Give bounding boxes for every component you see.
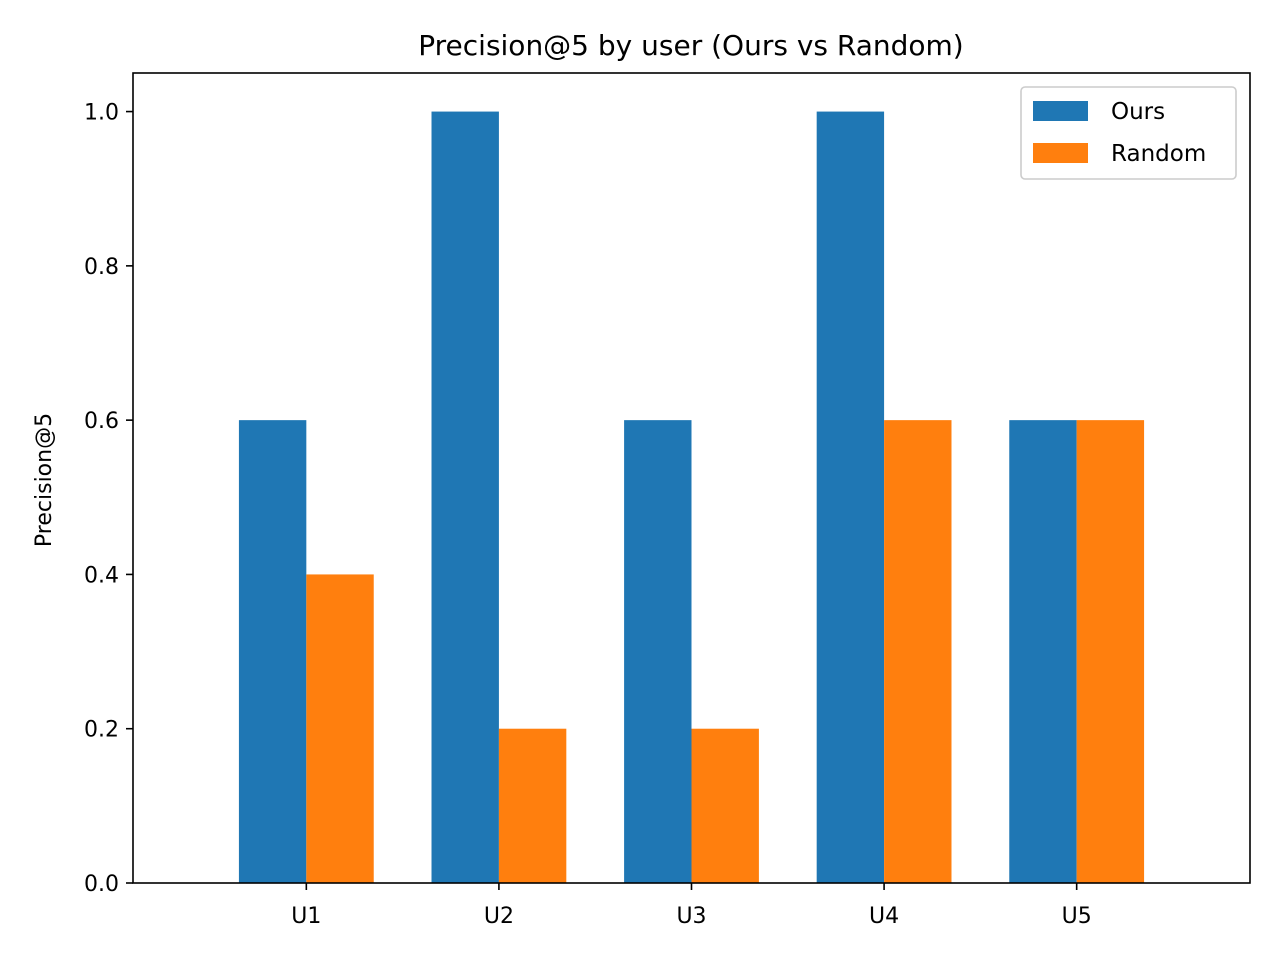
x-tick-label: U3	[676, 904, 706, 929]
bar-ours-u5	[1009, 420, 1077, 883]
y-tick-label: 1.0	[84, 101, 119, 126]
y-tick-label: 0.2	[84, 718, 119, 743]
bar-ours-u2	[431, 111, 499, 884]
bar-ours-u4	[816, 111, 885, 884]
x-tick-label: U2	[484, 904, 514, 929]
bar-random-u5	[1076, 420, 1145, 883]
legend: Ours Random	[1020, 86, 1237, 180]
axis-ticks-group: U1 U2 U3 U4 U5 0.0 0.2 0.4 0.6 0.8 1.0	[84, 101, 1092, 929]
bar-random-u1	[306, 574, 374, 883]
y-tick-label: 0.0	[84, 872, 119, 897]
x-tick-label: U1	[291, 904, 321, 929]
y-axis-title: Precision@5	[32, 413, 57, 547]
legend-swatch-random	[1033, 143, 1088, 163]
y-tick-label: 0.6	[84, 409, 119, 434]
legend-label-random: Random	[1111, 141, 1206, 167]
plot-frame	[132, 72, 1251, 884]
x-tick-label: U5	[1062, 904, 1092, 929]
bar-random-u4	[884, 420, 952, 883]
bar-random-u3	[691, 728, 759, 883]
bars-group	[238, 111, 1145, 884]
chart-title: Precision@5 by user (Ours vs Random)	[418, 29, 963, 62]
legend-swatch-ours	[1033, 101, 1088, 121]
bar-ours-u1	[238, 420, 307, 883]
bar-ours-u3	[624, 420, 692, 883]
bar-random-u2	[498, 728, 567, 883]
y-tick-label: 0.4	[84, 563, 119, 588]
legend-label-ours: Ours	[1111, 99, 1165, 125]
x-tick-label: U4	[869, 904, 899, 929]
y-tick-label: 0.8	[84, 255, 119, 280]
